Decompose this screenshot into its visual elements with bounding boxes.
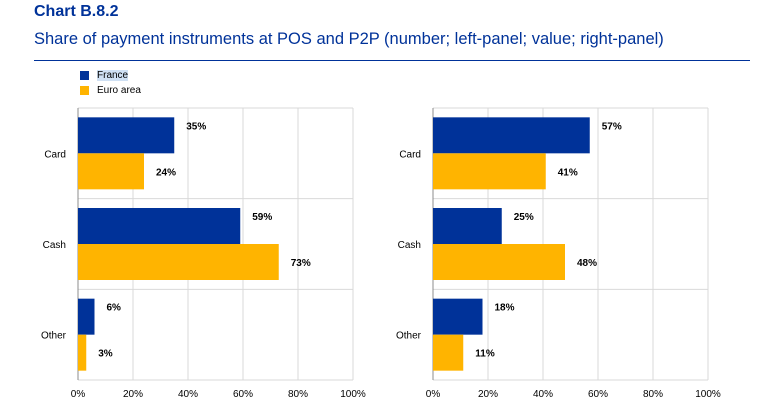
legend-swatch-france [80,71,89,80]
left-x-tick-label: 100% [340,389,366,400]
left-data-label-france-cash: 59% [252,212,272,223]
right-x-tick-label: 100% [695,389,721,400]
right-bar-euro-area-cash [433,244,565,280]
left-bar-france-card [78,117,175,154]
legend-label-france: France [97,70,129,81]
left-x-tick-label: 20% [123,389,143,400]
legend-item-france[interactable]: France [80,68,141,83]
left-category-label-other: Other [41,331,67,342]
chart-id: Chart B.8.2 [34,3,119,20]
legend-label-euro-area: Euro area [97,85,141,96]
left-data-label-france-other: 6% [107,303,122,314]
left-bar-euro-area-other [78,334,87,371]
left-bar-euro-area-card [78,153,144,190]
left-bar-france-cash [78,208,241,244]
left-data-label-euro-area-cash: 73% [291,258,311,269]
title-divider [34,60,750,61]
left-x-tick-label: 60% [233,389,253,400]
left-data-label-euro-area-card: 24% [156,167,176,178]
left-category-label-card: Card [44,149,66,160]
left-data-label-france-card: 35% [186,121,206,132]
right-data-label-france-other: 18% [495,303,515,314]
right-data-label-france-cash: 25% [514,212,534,223]
left-data-label-euro-area-other: 3% [98,349,113,360]
right-data-label-euro-area-card: 41% [558,167,578,178]
legend-item-euro-area[interactable]: Euro area [80,83,141,98]
right-bar-france-cash [433,208,502,244]
right-data-label-euro-area-cash: 48% [577,258,597,269]
right-x-tick-label: 40% [533,389,553,400]
right-x-tick-label: 20% [478,389,498,400]
right-x-tick-label: 0% [426,389,441,400]
right-category-label-card: Card [399,149,421,160]
left-category-label-cash: Cash [43,240,66,251]
left-x-tick-label: 80% [288,389,308,400]
right-x-tick-label: 60% [588,389,608,400]
right-data-label-france-card: 57% [602,121,622,132]
legend-swatch-euro-area [80,86,89,95]
right-category-label-other: Other [396,331,422,342]
right-bar-euro-area-card [433,153,546,190]
right-category-label-cash: Cash [398,240,421,251]
right-bar-france-other [433,298,483,335]
left-bar-france-other [78,298,95,335]
chart-title: Share of payment instruments at POS and … [34,30,664,48]
left-bar-euro-area-cash [78,244,279,280]
right-data-label-euro-area-other: 11% [475,349,495,360]
right-bar-france-card [433,117,590,154]
right-x-tick-label: 80% [643,389,663,400]
left-x-tick-label: 0% [71,389,86,400]
left-x-tick-label: 40% [178,389,198,400]
legend: France Euro area [80,68,141,98]
right-bar-euro-area-other [433,334,464,371]
